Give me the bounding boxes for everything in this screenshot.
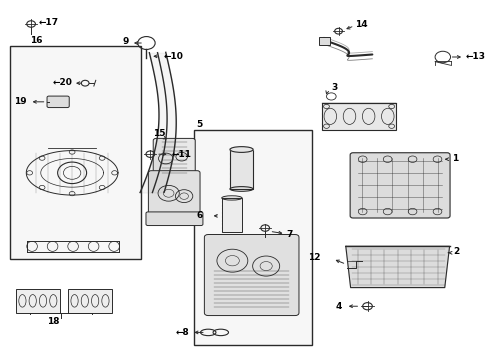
Ellipse shape <box>230 147 253 152</box>
Text: 16: 16 <box>30 36 42 45</box>
Text: 14: 14 <box>355 19 368 28</box>
Text: ←13: ←13 <box>466 53 486 62</box>
Text: ←11: ←11 <box>172 150 192 159</box>
FancyBboxPatch shape <box>153 138 195 177</box>
Bar <box>230 149 253 189</box>
Text: 12: 12 <box>308 253 320 262</box>
Bar <box>68 289 112 313</box>
Text: 9: 9 <box>122 37 128 46</box>
Bar <box>10 45 141 259</box>
FancyBboxPatch shape <box>47 96 69 108</box>
Text: 1: 1 <box>452 154 458 163</box>
Text: ←17: ←17 <box>38 18 58 27</box>
Text: 19: 19 <box>14 96 27 105</box>
Text: 15: 15 <box>153 129 165 138</box>
Text: ←8: ←8 <box>175 328 189 337</box>
Text: 2: 2 <box>453 247 460 256</box>
FancyBboxPatch shape <box>146 212 203 226</box>
Bar <box>16 289 60 313</box>
Text: ←10: ←10 <box>164 52 184 61</box>
FancyBboxPatch shape <box>204 234 299 316</box>
Text: 4: 4 <box>336 302 342 311</box>
Text: 7: 7 <box>287 230 293 239</box>
Text: 6: 6 <box>196 211 202 220</box>
Text: 18: 18 <box>47 317 59 326</box>
FancyBboxPatch shape <box>350 153 450 218</box>
Bar <box>222 198 242 232</box>
Bar <box>319 37 330 45</box>
Bar <box>194 130 312 345</box>
Text: 5: 5 <box>196 120 202 129</box>
Text: 3: 3 <box>331 83 338 92</box>
Polygon shape <box>346 246 449 288</box>
FancyBboxPatch shape <box>148 171 200 216</box>
Text: ←20: ←20 <box>52 78 72 87</box>
Bar <box>321 103 396 130</box>
